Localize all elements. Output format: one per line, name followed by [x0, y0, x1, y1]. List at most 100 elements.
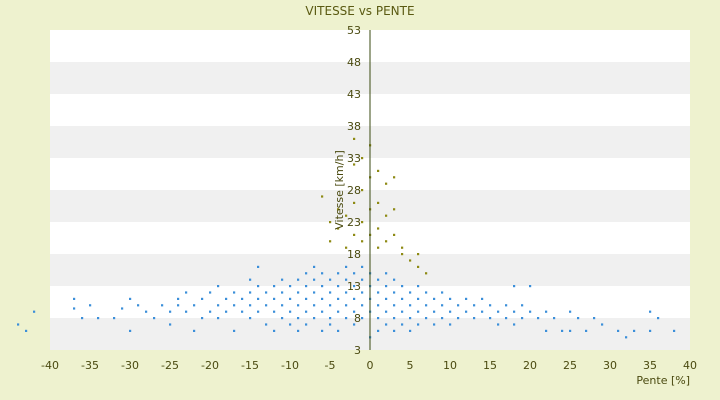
y-tick-label: 28 [347, 184, 361, 197]
scatter-point [465, 310, 468, 313]
scatter-point [273, 297, 276, 300]
scatter-point [489, 304, 492, 307]
scatter-point [673, 329, 676, 332]
scatter-point [337, 208, 340, 211]
scatter-point [385, 240, 388, 243]
scatter-point [81, 317, 84, 320]
scatter-point [281, 304, 284, 307]
x-tick-label: -40 [41, 359, 59, 372]
scatter-point [313, 265, 316, 268]
scatter-point [521, 317, 524, 320]
scatter-point [313, 304, 316, 307]
y-tick-label: 38 [347, 120, 361, 133]
scatter-point [505, 317, 508, 320]
scatter-point [417, 285, 420, 288]
scatter-point [505, 304, 508, 307]
y-tick-label: 53 [347, 24, 361, 37]
scatter-point [617, 329, 620, 332]
scatter-point [377, 201, 380, 204]
scatter-point [385, 323, 388, 326]
scatter-point [449, 297, 452, 300]
scatter-point [345, 304, 348, 307]
scatter-point [457, 317, 460, 320]
scatter-point [385, 310, 388, 313]
scatter-point [401, 323, 404, 326]
scatter-point [305, 310, 308, 313]
scatter-point [385, 182, 388, 185]
x-tick-label: -5 [325, 359, 336, 372]
scatter-point [409, 304, 412, 307]
scatter-point [337, 297, 340, 300]
scatter-point [321, 272, 324, 275]
scatter-point [457, 304, 460, 307]
scatter-point [273, 329, 276, 332]
scatter-point [337, 329, 340, 332]
x-axis-ticks: -40 -35 -30 -25 -20 -15 -10 -5 0 5 10 15 20 25 30 35 40 [41, 359, 697, 372]
scatter-point [217, 317, 220, 320]
scatter-point [265, 291, 268, 294]
scatter-point [321, 195, 324, 198]
scatter-point [337, 227, 340, 230]
scatter-point [401, 253, 404, 256]
scatter-point [321, 329, 324, 332]
scatter-point [345, 278, 348, 281]
scatter-point [401, 297, 404, 300]
scatter-point [289, 310, 292, 313]
scatter-point [353, 233, 356, 236]
scatter-point [113, 317, 116, 320]
scatter-point [345, 265, 348, 268]
scatter-point [353, 285, 356, 288]
scatter-point [305, 285, 308, 288]
scatter-point [545, 310, 548, 313]
scatter-point [329, 323, 332, 326]
scatter-point [345, 214, 348, 217]
scatter-point [353, 310, 356, 313]
scatter-point [313, 278, 316, 281]
scatter-point [201, 317, 204, 320]
scatter-point [257, 297, 260, 300]
scatter-point [497, 323, 500, 326]
scatter-point [313, 291, 316, 294]
scatter-point [385, 214, 388, 217]
scatter-point [273, 285, 276, 288]
scatter-point [153, 317, 156, 320]
scatter-point [649, 310, 652, 313]
scatter-point [185, 310, 188, 313]
scatter-point [409, 317, 412, 320]
scatter-point [353, 163, 356, 166]
x-tick-label: 0 [367, 359, 374, 372]
scatter-point [257, 285, 260, 288]
scatter-point [225, 297, 228, 300]
scatter-point [657, 317, 660, 320]
scatter-point [337, 310, 340, 313]
scatter-point [377, 246, 380, 249]
scatter-point [377, 329, 380, 332]
scatter-point [393, 329, 396, 332]
scatter-point [345, 317, 348, 320]
x-tick-label: -30 [121, 359, 139, 372]
y-tick-label: 33 [347, 152, 361, 165]
scatter-point [233, 304, 236, 307]
scatter-point [281, 317, 284, 320]
scatter-point [289, 323, 292, 326]
scatter-point [561, 329, 564, 332]
scatter-point [513, 285, 516, 288]
scatter-point [385, 285, 388, 288]
scatter-point [377, 304, 380, 307]
scatter-point [441, 304, 444, 307]
scatter-point [273, 310, 276, 313]
scatter-point [169, 323, 172, 326]
scatter-point [249, 304, 252, 307]
scatter-point [257, 310, 260, 313]
scatter-point [385, 272, 388, 275]
scatter-point [361, 240, 364, 243]
scatter-point [297, 291, 300, 294]
scatter-point [481, 297, 484, 300]
scatter-point [433, 297, 436, 300]
scatter-point [361, 221, 364, 224]
scatter-point [577, 317, 580, 320]
scatter-point [401, 285, 404, 288]
scatter-point [329, 304, 332, 307]
scatter-point [297, 329, 300, 332]
scatter-point [361, 189, 364, 192]
